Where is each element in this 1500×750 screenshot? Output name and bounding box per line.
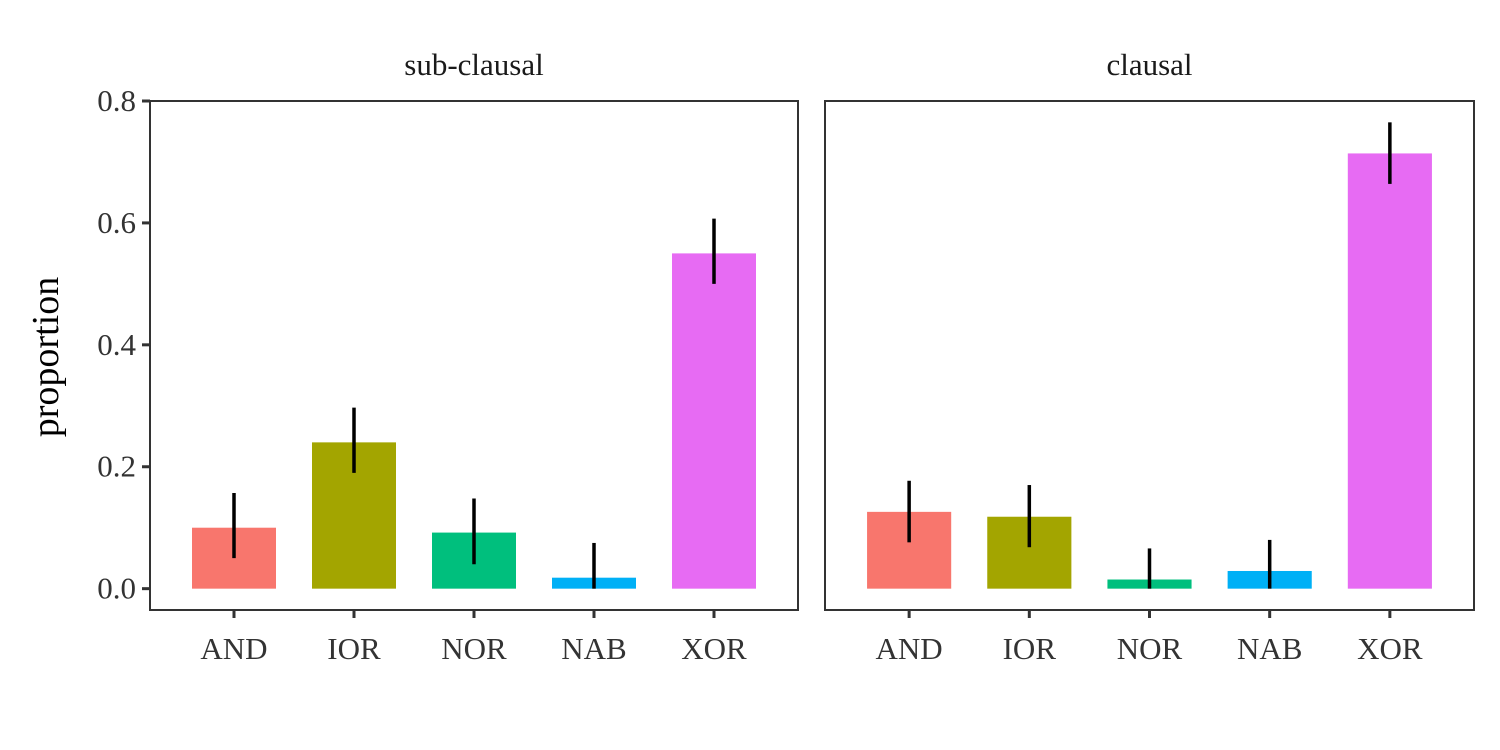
x-tick-label: NOR xyxy=(441,631,507,666)
x-tick-label: IOR xyxy=(1003,631,1057,666)
x-tick-label: XOR xyxy=(681,631,747,666)
y-tick-label: 0.6 xyxy=(97,205,136,240)
x-tick-label: AND xyxy=(876,631,943,666)
x-tick-label: NOR xyxy=(1117,631,1183,666)
y-tick-label: 0.2 xyxy=(97,449,136,484)
y-axis-title: proportion xyxy=(25,277,67,437)
panel-border xyxy=(149,100,799,611)
x-tick-label: AND xyxy=(200,631,267,666)
x-tick-label: NAB xyxy=(561,631,626,666)
facet-title: sub-clausal xyxy=(404,47,543,82)
facet-title: clausal xyxy=(1106,47,1192,82)
facet-panel-1: clausal AND IOR NOR NAB XOR xyxy=(824,47,1475,666)
bar-xor xyxy=(1347,153,1432,589)
x-tick-label: NAB xyxy=(1237,631,1302,666)
y-tick-label: 0.4 xyxy=(97,327,136,362)
x-tick-label: IOR xyxy=(327,631,381,666)
bar-xor xyxy=(672,253,756,589)
x-tick-label: XOR xyxy=(1357,631,1423,666)
panel-border xyxy=(824,100,1475,611)
facet-panel-0: sub-clausal AND IOR NOR NAB XOR xyxy=(149,47,799,666)
y-tick-label: 0.8 xyxy=(97,83,136,118)
y-tick-label: 0.0 xyxy=(97,571,136,606)
